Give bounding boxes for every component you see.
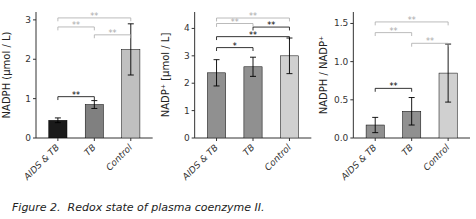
- x-tick-label: Control: [104, 142, 135, 173]
- x-tick: [216, 138, 217, 141]
- y-tick-label: 4: [184, 23, 190, 33]
- x-tick: [57, 138, 58, 141]
- y-tick-label: 3: [184, 51, 190, 61]
- significance-label: **: [72, 21, 80, 30]
- y-tick-label: 1: [25, 94, 31, 104]
- y-tick-label: 2: [184, 78, 190, 88]
- panel: 0 1 2 3 4 NADP⁺ [μmol / L] AIDS & TB TB Control *…: [160, 12, 312, 183]
- bar: [244, 67, 262, 138]
- error-bar: [286, 38, 292, 74]
- significance-label: **: [109, 29, 117, 38]
- error-bar: [445, 44, 451, 102]
- marks: [207, 38, 298, 138]
- x-tick: [289, 138, 290, 141]
- significance-label: **: [90, 12, 98, 21]
- marks: [366, 44, 457, 138]
- x-tick: [130, 138, 131, 141]
- y-tick-label: 1.5: [334, 18, 348, 28]
- y-tick-label: 0.5: [334, 95, 348, 105]
- y-tick-label: 1.0: [334, 57, 349, 67]
- x-tick-label: Control: [421, 142, 452, 173]
- error-bar: [91, 101, 97, 109]
- figure: 0123NADPH (μmol / L)AIDS & TBTBControl**…: [0, 0, 476, 219]
- x-tick-label: Control: [263, 142, 294, 173]
- y-tick-label: 2: [25, 54, 31, 64]
- y-tick-label: 1: [184, 106, 190, 116]
- x-tick: [253, 138, 254, 141]
- error-bar: [55, 118, 61, 123]
- caption: Figure 2. Redox state of plasma coenzyme…: [12, 201, 264, 214]
- x-tick: [94, 138, 95, 141]
- y-axis: [353, 12, 354, 138]
- x-tick-label: TB: [241, 142, 256, 157]
- y-axis-label: NADP⁺ [μmol / L]: [160, 33, 171, 118]
- x-tick-label: TB: [400, 142, 415, 157]
- y-tick-label: 3: [25, 15, 31, 25]
- error-bar: [372, 117, 378, 132]
- significance-label: **: [267, 21, 275, 30]
- panel: 0 1 2 3 NADPH (μmol / L) AIDS & TB TB Control **…: [1, 12, 153, 183]
- marks: [49, 24, 140, 138]
- x-tick: [448, 138, 449, 141]
- x-tick: [375, 138, 376, 141]
- significance-label: **: [249, 12, 257, 21]
- y-tick-label: 0: [184, 133, 190, 143]
- y-tick-label: 0: [25, 133, 31, 143]
- error-bar: [409, 98, 415, 125]
- y-axis: [36, 12, 37, 138]
- x-tick: [411, 138, 412, 141]
- bar: [85, 105, 103, 138]
- significance-label: **: [231, 18, 239, 27]
- significance-label: **: [426, 37, 434, 46]
- x-tick-label: AIDS & TB: [180, 142, 220, 182]
- x-tick-label: TB: [82, 142, 97, 157]
- significance-label: **: [249, 31, 257, 40]
- significance-label: **: [389, 82, 397, 91]
- significance-label: **: [389, 27, 397, 36]
- y-axis: [194, 12, 195, 138]
- error-bar: [250, 57, 256, 76]
- y-axis-label: NADPH / NADP⁺: [318, 36, 329, 115]
- error-bar: [128, 24, 134, 75]
- significance-label: **: [408, 16, 416, 25]
- panel: 0.0 0.5 1.0 1.5 NADPH / NADP⁺ AIDS & TB TB Cont…: [318, 12, 470, 183]
- x-tick-label: AIDS & TB: [338, 142, 378, 182]
- y-tick-label: 0.0: [334, 133, 349, 143]
- significance-label: *: [233, 42, 237, 51]
- error-bar: [214, 60, 220, 86]
- significance-label: **: [72, 91, 80, 100]
- y-axis-label: NADPH (μmol / L): [1, 31, 12, 118]
- x-tick-label: AIDS & TB: [21, 142, 61, 182]
